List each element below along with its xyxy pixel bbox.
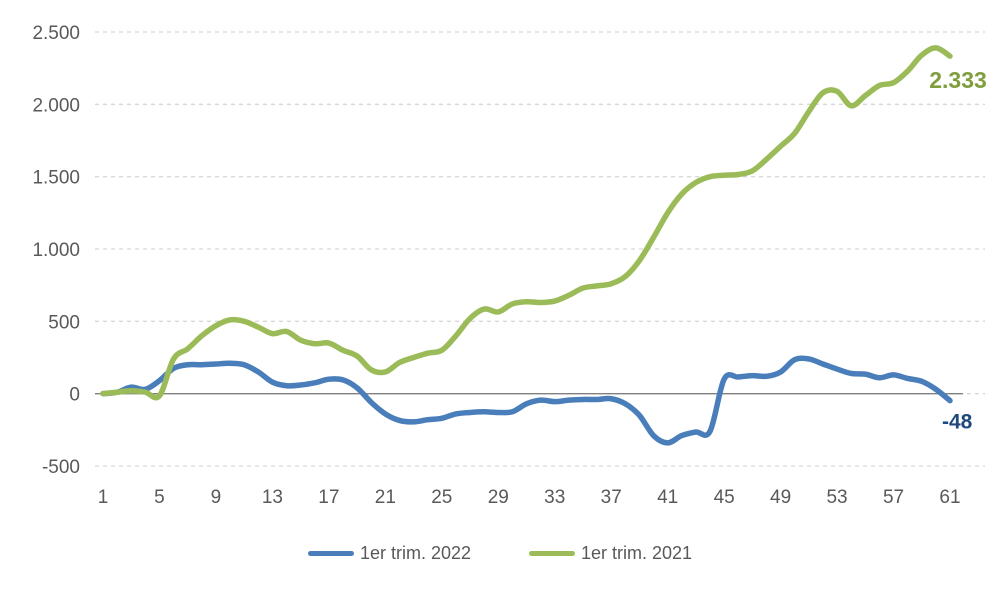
x-tick-label: 61 — [939, 487, 960, 508]
legend-swatch-2022-icon — [307, 551, 354, 556]
x-tick-label: 53 — [826, 487, 847, 508]
x-tick-label: 5 — [154, 487, 165, 508]
data-label-12022: -48 — [942, 411, 973, 434]
x-tick-label: 9 — [211, 487, 222, 508]
x-tick-label: 29 — [488, 487, 509, 508]
legend-label-2022: 1er trim. 2022 — [359, 543, 471, 563]
x-tick-label: 41 — [657, 487, 678, 508]
y-tick-label: 2.000 — [32, 95, 80, 116]
legend-swatch-2021-icon — [529, 551, 575, 556]
x-tick-label: 1 — [98, 487, 109, 508]
y-tick-label: 1.500 — [32, 168, 80, 189]
legend-item-2021: 1er trim. 2021 — [529, 543, 692, 564]
y-tick-label: 1.000 — [32, 240, 80, 261]
x-tick-label: 57 — [883, 487, 904, 508]
x-tick-label: 21 — [375, 487, 396, 508]
plot-area: 2.500 2.000 1.500 1.000 500 0 -500 1 5 9 13 17 21 25 2… — [32, 23, 987, 508]
legend-label-2021: 1er trim. 2021 — [581, 543, 693, 563]
series-line-12022 — [100, 355, 953, 446]
y-tick-label: -500 — [42, 457, 80, 478]
legend-item-2022: 1er trim. 2022 — [307, 543, 471, 564]
x-tick-label: 13 — [262, 487, 283, 508]
legend: 1er trim. 2022 1er trim. 2021 — [0, 543, 1000, 564]
y-tick-label: 2.500 — [32, 23, 80, 44]
x-tick-label: 33 — [544, 487, 565, 508]
x-tick-label: 25 — [431, 487, 452, 508]
y-tick-label: 500 — [48, 312, 80, 333]
x-tick-label: 37 — [601, 487, 622, 508]
data-label-12021: 2.333 — [929, 67, 987, 93]
y-tick-label: 0 — [69, 385, 80, 406]
series-line-12021 — [100, 45, 953, 401]
x-tick-label: 17 — [318, 487, 339, 508]
x-tick-label: 45 — [714, 487, 735, 508]
x-tick-label: 49 — [770, 487, 791, 508]
